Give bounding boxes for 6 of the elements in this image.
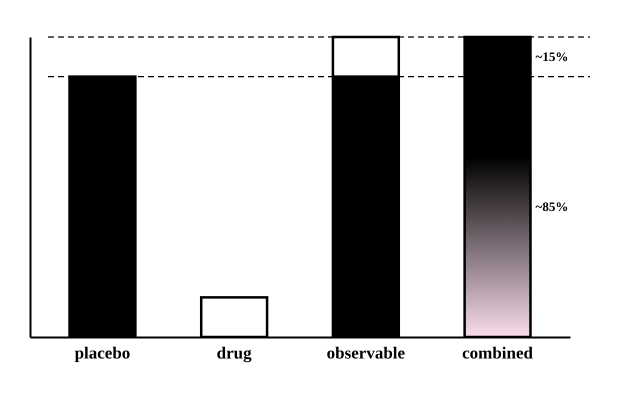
x-tick-label: drug: [216, 344, 252, 362]
x-tick-label: observable: [326, 344, 406, 362]
x-tick-label: placebo: [74, 344, 130, 362]
annotation: ~15%: [536, 48, 568, 64]
annotation: ~85%: [536, 198, 568, 214]
x-tick-label: combined: [462, 344, 534, 362]
